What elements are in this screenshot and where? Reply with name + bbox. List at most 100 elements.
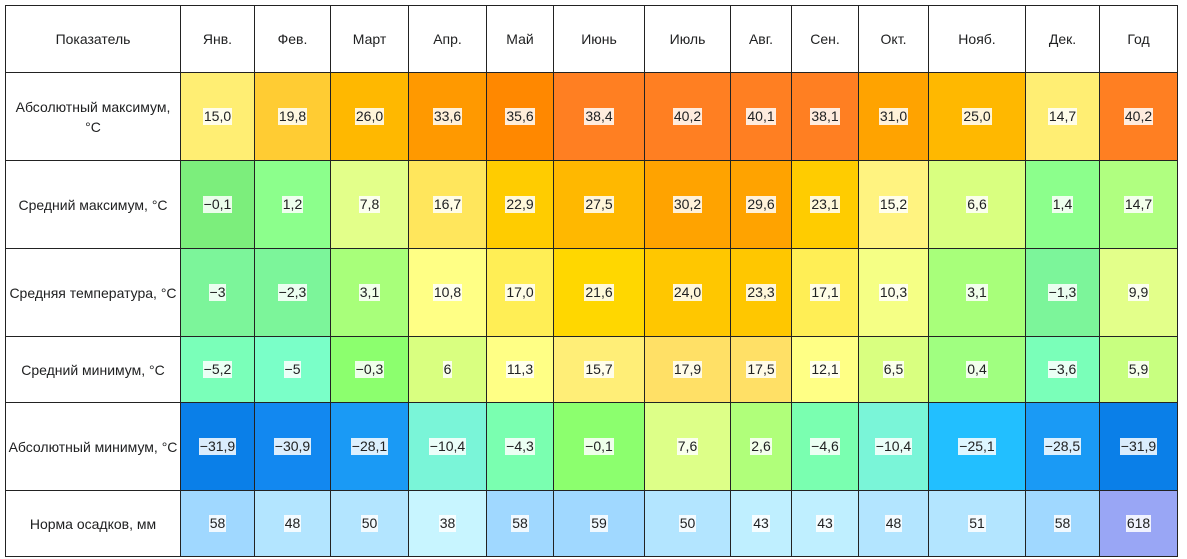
cell-value: −25,1 xyxy=(958,438,996,455)
row-label: Абсолютный минимум, °C xyxy=(5,402,181,491)
cell-value: 7,6 xyxy=(676,438,699,455)
row-label: Средний максимум, °C xyxy=(5,160,181,249)
value-cell: 14,7 xyxy=(1025,72,1100,161)
value-cell: 3,1 xyxy=(928,248,1026,337)
cell-value: 31,0 xyxy=(878,108,909,125)
value-cell: 11,3 xyxy=(486,336,554,403)
cell-value: 35,6 xyxy=(505,108,535,125)
cell-value: 21,6 xyxy=(584,284,614,301)
header-row: Показатель Янв. Фев. Март Апр. Май Июнь Июль Ав… xyxy=(5,5,1178,73)
cell-value: −31,9 xyxy=(1119,438,1158,455)
cell-value: 19,8 xyxy=(277,108,308,125)
cell-value: 58 xyxy=(208,515,227,532)
climate-table: Показатель Янв. Фев. Март Апр. Май Июнь Июль Ав… xyxy=(5,5,1178,557)
header-month: Апр. xyxy=(408,5,487,73)
cell-value: 15,7 xyxy=(584,361,614,378)
cell-value: 6 xyxy=(442,361,453,378)
cell-value: 40,1 xyxy=(746,108,776,125)
cell-value: 10,3 xyxy=(878,284,909,301)
value-cell: 38,1 xyxy=(791,72,859,161)
value-cell: −4,6 xyxy=(791,402,859,491)
cell-value: 48 xyxy=(283,515,302,532)
value-cell: 21,6 xyxy=(553,248,645,337)
cell-value: 58 xyxy=(511,515,529,532)
cell-value: 43 xyxy=(752,515,770,532)
header-month: Янв. xyxy=(180,5,255,73)
cell-value: 22,9 xyxy=(505,196,535,213)
value-cell: 1,2 xyxy=(254,160,331,249)
value-cell: 40,1 xyxy=(730,72,792,161)
cell-value: −2,3 xyxy=(277,284,308,301)
value-cell: 40,2 xyxy=(1099,72,1178,161)
value-cell: 25,0 xyxy=(928,72,1026,161)
cell-value: −31,9 xyxy=(198,438,237,455)
cell-value: −28,1 xyxy=(350,438,389,455)
cell-value: −1,3 xyxy=(1047,284,1078,301)
header-month: Июль xyxy=(644,5,731,73)
header-month: Нояб. xyxy=(928,5,1026,73)
value-cell: 9,9 xyxy=(1099,248,1178,337)
value-cell: 30,2 xyxy=(644,160,731,249)
value-cell: 24,0 xyxy=(644,248,731,337)
cell-value: 43 xyxy=(816,515,834,532)
value-cell: 19,8 xyxy=(254,72,331,161)
value-cell: 23,3 xyxy=(730,248,792,337)
value-cell: −0,1 xyxy=(180,160,255,249)
cell-value: −5 xyxy=(283,361,302,378)
cell-value: 24,0 xyxy=(672,284,703,301)
value-cell: 3,1 xyxy=(330,248,409,337)
cell-value: 1,2 xyxy=(281,196,304,213)
header-month: Авг. xyxy=(730,5,792,73)
value-cell: 15,0 xyxy=(180,72,255,161)
header-month: Дек. xyxy=(1025,5,1100,73)
cell-value: 38,4 xyxy=(584,108,614,125)
value-cell: 17,5 xyxy=(730,336,792,403)
value-cell: 16,7 xyxy=(408,160,487,249)
header-month: Год xyxy=(1099,5,1178,73)
cell-value: −0,1 xyxy=(584,438,614,455)
cell-value: −4,6 xyxy=(810,438,840,455)
cell-value: −4,3 xyxy=(505,438,535,455)
value-cell: −30,9 xyxy=(254,402,331,491)
cell-value: 58 xyxy=(1053,515,1072,532)
value-cell: 7,6 xyxy=(644,402,731,491)
cell-value: 17,1 xyxy=(810,284,840,301)
value-cell: −31,9 xyxy=(180,402,255,491)
value-cell: 17,9 xyxy=(644,336,731,403)
value-cell: −5 xyxy=(254,336,331,403)
cell-value: 12,1 xyxy=(810,361,840,378)
cell-value: 25,0 xyxy=(962,108,992,125)
value-cell: 51 xyxy=(928,490,1026,557)
value-cell: −10,4 xyxy=(858,402,929,491)
cell-value: 16,7 xyxy=(432,196,463,213)
cell-value: 14,7 xyxy=(1123,196,1154,213)
value-cell: 12,1 xyxy=(791,336,859,403)
cell-value: 33,6 xyxy=(432,108,463,125)
value-cell: 10,3 xyxy=(858,248,929,337)
cell-value: −10,4 xyxy=(874,438,913,455)
cell-value: 3,1 xyxy=(966,284,988,301)
cell-value: 6,5 xyxy=(882,361,905,378)
cell-value: 50 xyxy=(360,515,379,532)
cell-value: −5,2 xyxy=(202,361,233,378)
table-row: Средний минимум, °C −5,2 −5 −0,3 6 11,3 15,7 17… xyxy=(5,336,1178,403)
value-cell: −2,3 xyxy=(254,248,331,337)
value-cell: 26,0 xyxy=(330,72,409,161)
cell-value: 2,6 xyxy=(750,438,772,455)
value-cell: 38,4 xyxy=(553,72,645,161)
header-month: Сен. xyxy=(791,5,859,73)
value-cell: 50 xyxy=(330,490,409,557)
cell-value: 618 xyxy=(1125,515,1152,532)
cell-value: 38 xyxy=(438,515,457,532)
value-cell: 43 xyxy=(791,490,859,557)
cell-value: −30,9 xyxy=(273,438,312,455)
value-cell: −3 xyxy=(180,248,255,337)
cell-value: 5,9 xyxy=(1127,361,1150,378)
value-cell: 31,0 xyxy=(858,72,929,161)
cell-value: 51 xyxy=(968,515,986,532)
value-cell: −1,3 xyxy=(1025,248,1100,337)
row-label: Абсолютный максимум, °C xyxy=(5,72,181,161)
cell-value: 40,2 xyxy=(1123,108,1154,125)
cell-value: 6,6 xyxy=(966,196,988,213)
table-row: Норма осадков, мм 58 48 50 38 58 59 50 43 43 48 51 5… xyxy=(5,490,1178,557)
